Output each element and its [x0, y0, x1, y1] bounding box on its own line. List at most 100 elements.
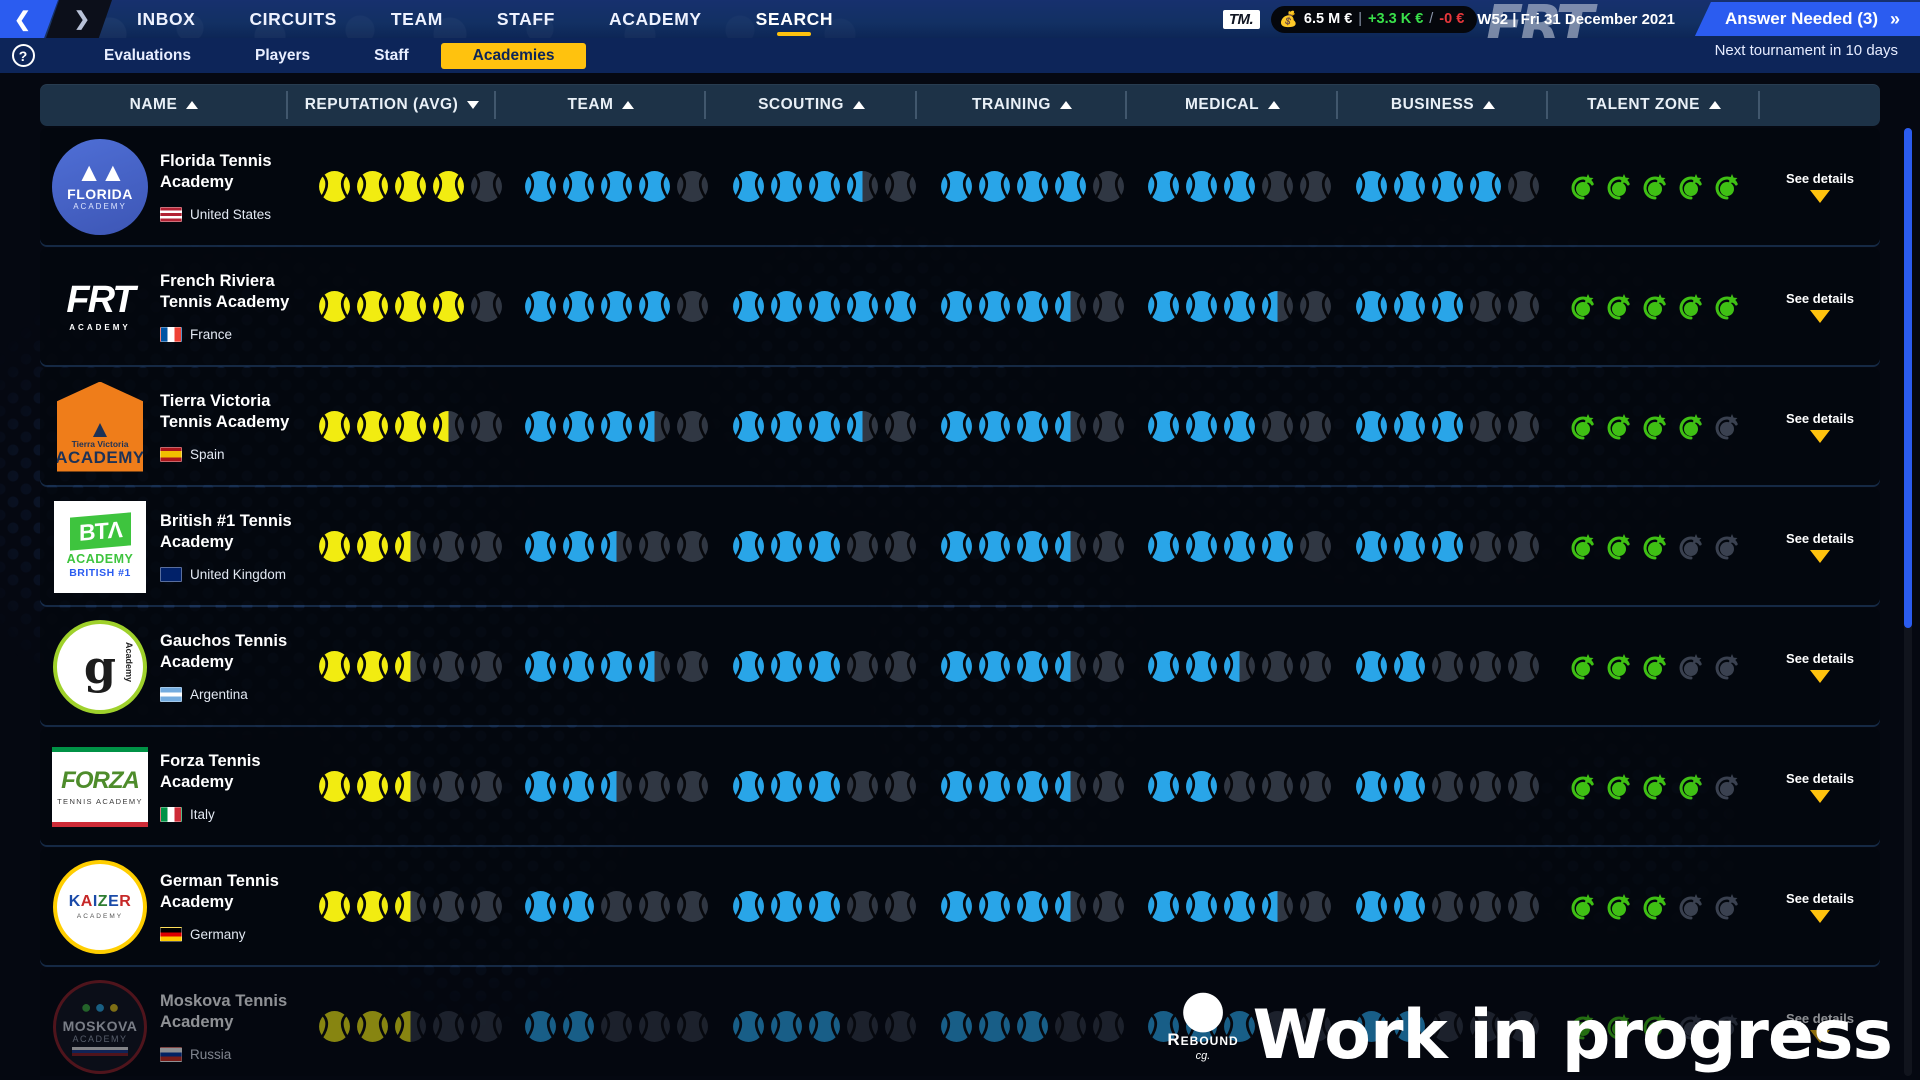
tennis-ball-icon — [356, 770, 389, 803]
answer-needed-button[interactable]: Answer Needed (3) » — [1694, 2, 1920, 36]
nav-item-inbox[interactable]: INBOX — [137, 9, 196, 29]
sort-asc-icon — [1483, 101, 1496, 109]
scrollbar-thumb[interactable] — [1904, 128, 1912, 628]
academy-identity: Forza Tennis Academy Italy — [160, 751, 308, 823]
tennis-ball-icon — [1431, 890, 1464, 923]
tennis-ball-icon — [978, 530, 1011, 563]
tab-evaluations[interactable]: Evaluations — [104, 46, 191, 64]
column-header-reputation-avg[interactable]: REPUTATION (AVG) — [288, 84, 496, 126]
table-row[interactable]: ▲ Tierra Victoria ACADEMY Tierra Victoria… — [40, 368, 1880, 485]
finance-summary[interactable]: 💰 6.5 M € | +3.3 K € / -0 € — [1271, 5, 1478, 33]
table-row[interactable]: FRT ACADEMY French Riviera Tennis Academy… — [40, 248, 1880, 365]
tennis-ball-icon — [600, 170, 633, 203]
tennis-ball-icon — [524, 170, 557, 203]
tennis-ball-icon — [940, 770, 973, 803]
tennis-ball-icon — [1469, 170, 1502, 203]
scouting-rating — [720, 1010, 928, 1043]
tm-logo: TM. — [1222, 9, 1261, 29]
table-row[interactable]: FORZA TENNIS ACADEMY Forza Tennis Academy… — [40, 728, 1880, 845]
see-details-button[interactable]: See details — [1760, 771, 1880, 803]
team-rating — [513, 530, 720, 563]
nav-item-search[interactable]: SEARCH — [729, 0, 861, 38]
see-details-button[interactable]: See details — [1760, 291, 1880, 323]
talent-zone-icon — [1641, 893, 1669, 921]
table-row[interactable]: ● ● ● MOSKOVA ACADEMY Moskova Tennis Acade… — [40, 968, 1880, 1076]
column-header-medical[interactable]: MEDICAL — [1127, 84, 1338, 126]
tennis-ball-icon — [808, 890, 841, 923]
tennis-ball-icon — [846, 410, 879, 443]
talent-zone-icon — [1677, 173, 1705, 201]
tennis-ball-icon — [1355, 650, 1388, 683]
talent-zone-icon — [1605, 1013, 1633, 1041]
tennis-ball-icon — [1261, 650, 1294, 683]
tab-academies[interactable]: Academies — [440, 42, 587, 69]
tennis-ball-icon — [318, 530, 351, 563]
tennis-ball-icon — [524, 410, 557, 443]
academy-country: France — [160, 327, 308, 343]
talent-zone-icon — [1641, 293, 1669, 321]
academy-name: Florida Tennis Academy — [160, 151, 272, 191]
talent-zone-rating — [1551, 533, 1760, 561]
team-rating — [513, 410, 720, 443]
column-header-name[interactable]: NAME — [40, 84, 288, 126]
tennis-ball-icon — [1393, 170, 1426, 203]
tennis-ball-icon — [1054, 170, 1087, 203]
tennis-ball-icon — [394, 650, 427, 683]
table-row[interactable]: g Academy Gauchos Tennis Academy Argentina — [40, 608, 1880, 725]
table-row[interactable]: ▲▲ FLORIDA ACADEMY Florida Tennis Academy… — [40, 128, 1880, 245]
tennis-ball-icon — [940, 650, 973, 683]
tennis-ball-icon — [1507, 170, 1540, 203]
tennis-ball-icon — [1223, 290, 1256, 323]
table-row[interactable]: KAIZER ACADEMY German Tennis Academy Germa… — [40, 848, 1880, 965]
column-header-talent-zone[interactable]: TALENT ZONE — [1548, 84, 1760, 126]
flag-icon-ar — [160, 687, 182, 703]
reputation-rating — [308, 530, 513, 563]
tennis-ball-icon — [978, 290, 1011, 323]
academy-country: United Kingdom — [160, 567, 308, 583]
sort-asc-icon — [852, 101, 865, 109]
scouting-rating — [720, 290, 928, 323]
talent-zone-icon — [1569, 1013, 1597, 1041]
academy-country: United States — [160, 207, 308, 223]
nav-item-academy[interactable]: ACADEMY — [608, 9, 702, 29]
medical-rating — [1136, 1010, 1344, 1043]
tennis-ball-icon — [600, 890, 633, 923]
see-details-button[interactable]: See details — [1760, 411, 1880, 443]
talent-zone-rating — [1551, 413, 1760, 441]
see-details-button[interactable]: See details — [1760, 171, 1880, 203]
column-header-scouting[interactable]: SCOUTING — [706, 84, 917, 126]
business-rating — [1344, 770, 1551, 803]
tennis-ball-icon — [562, 650, 595, 683]
nav-item-staff[interactable]: STAFF — [496, 9, 555, 29]
tab-staff[interactable]: Staff — [374, 46, 409, 64]
tennis-ball-icon — [808, 650, 841, 683]
sub-navigation-bar: ? Evaluations Players Staff Academies Ne… — [0, 38, 1920, 73]
tennis-ball-icon — [1223, 410, 1256, 443]
tennis-ball-icon — [1507, 530, 1540, 563]
table-row[interactable]: BTΛ ACADEMY BRITISH #1 British #1 Tennis … — [40, 488, 1880, 605]
tennis-ball-icon — [524, 890, 557, 923]
talent-zone-rating — [1551, 773, 1760, 801]
flag-icon-es — [160, 447, 182, 463]
tennis-ball-icon — [978, 170, 1011, 203]
talent-zone-icon — [1677, 293, 1705, 321]
talent-zone-rating — [1551, 173, 1760, 201]
tennis-ball-icon — [600, 530, 633, 563]
main-nav: INBOX CIRCUITS TEAM STAFF ACADEMY SEARCH — [110, 0, 860, 38]
help-question-icon[interactable]: ? — [0, 44, 46, 67]
column-header-business[interactable]: BUSINESS — [1338, 84, 1548, 126]
flag-icon-gb — [160, 567, 182, 583]
column-header-training[interactable]: TRAINING — [917, 84, 1127, 126]
tennis-ball-icon — [432, 290, 465, 323]
see-details-button[interactable]: See details — [1760, 531, 1880, 563]
talent-zone-icon — [1641, 173, 1669, 201]
reputation-rating — [308, 770, 513, 803]
column-header-team[interactable]: TEAM — [496, 84, 706, 126]
nav-item-circuits[interactable]: CIRCUITS — [249, 9, 337, 29]
nav-item-team[interactable]: TEAM — [390, 9, 443, 29]
talent-zone-icon — [1569, 293, 1597, 321]
tab-players[interactable]: Players — [255, 46, 311, 64]
see-details-button[interactable]: See details — [1760, 891, 1880, 923]
see-details-button[interactable]: See details — [1760, 1011, 1880, 1043]
see-details-button[interactable]: See details — [1760, 651, 1880, 683]
